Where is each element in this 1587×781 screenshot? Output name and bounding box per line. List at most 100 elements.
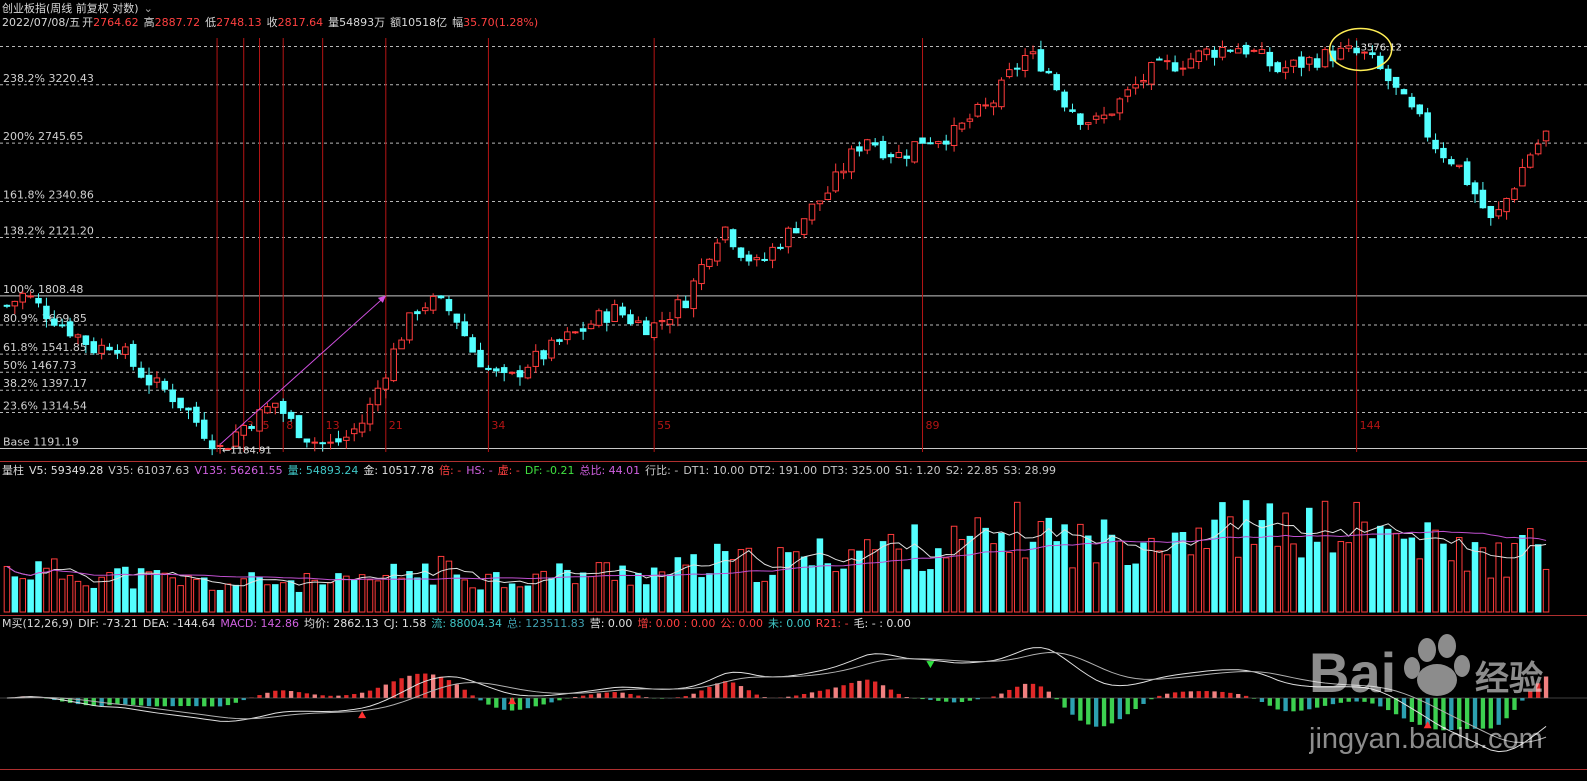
volume-bar-up (627, 584, 634, 613)
candle-up (1234, 48, 1242, 54)
volume-bar-up (1156, 550, 1163, 613)
candle-down (1013, 67, 1021, 70)
candle-up (74, 334, 82, 338)
candle-down (145, 374, 153, 386)
pane-divider-2[interactable] (0, 615, 1587, 616)
volume-bar-up (1013, 501, 1021, 613)
candle-down (82, 335, 90, 345)
candle-up (224, 448, 232, 451)
change-value: 35.70(1.28%) (463, 16, 539, 29)
candle-up (706, 258, 713, 267)
volume-bar-up (1448, 560, 1455, 613)
volume-bar-up (303, 573, 311, 613)
volume-bar-down (319, 584, 326, 613)
candle-down (414, 311, 421, 315)
candle-down (1045, 70, 1053, 74)
trend-arrow-head (377, 295, 386, 303)
volume-bar-up (848, 549, 855, 613)
volume-bar-up (1274, 545, 1281, 613)
volume-bar-down (1045, 517, 1053, 613)
volume-bar-up (1455, 537, 1463, 613)
volume-bar-up (737, 549, 745, 613)
volume-bar-up (1353, 501, 1360, 613)
buy-signal-arrow (1423, 721, 1432, 729)
candle-down (485, 367, 492, 370)
volume-bar-up (1527, 528, 1534, 613)
candle-down (619, 306, 626, 316)
volume-bar-down (666, 574, 674, 613)
candle-up (564, 331, 571, 341)
volume-bar-down (524, 585, 532, 613)
candle-down (729, 229, 737, 248)
volume-bar-up (1416, 558, 1424, 613)
volume-bar-down (232, 584, 240, 613)
volume-bar-up (1479, 547, 1487, 613)
volume-pane-title[interactable]: 量柱 (2, 464, 24, 477)
candle-down (1424, 112, 1431, 138)
volume-bar-down (35, 561, 42, 613)
fib-time-label: 3 (247, 419, 254, 432)
volume-bar-down (935, 548, 942, 613)
candle-up (1282, 67, 1289, 73)
volume-bar-up (1542, 568, 1550, 613)
volume-bar-down (335, 573, 342, 613)
candle-up (611, 304, 618, 323)
volume-bar-up (1077, 523, 1084, 613)
candle-down (106, 346, 113, 351)
candle-down (792, 228, 800, 234)
candle-up (690, 280, 697, 310)
volume-bar-up (595, 562, 603, 613)
volume-bar-down (714, 543, 721, 613)
candle-down (556, 339, 563, 342)
pane-divider-3 (0, 769, 1587, 770)
candle-up (122, 346, 129, 355)
volume-bar-down (114, 568, 121, 613)
candle-down (1329, 50, 1337, 62)
candle-up (1085, 122, 1092, 125)
pane-divider-1[interactable] (0, 461, 1587, 462)
high-highlight-ellipse (1328, 27, 1393, 72)
candle-up (982, 104, 989, 107)
candle-up (343, 436, 350, 441)
fib-time-label: 5 (263, 419, 270, 432)
volume-bar-up (51, 558, 58, 613)
index-title[interactable]: 创业板指(周线 前复权 对数) (2, 2, 139, 15)
volume-bar-up (958, 539, 966, 613)
candles (3, 38, 1550, 456)
volume-bar-up (1432, 529, 1439, 613)
candle-up (1116, 98, 1124, 114)
volume-bar-up (279, 582, 287, 613)
candle-down (1171, 62, 1179, 72)
fib-time-label: 34 (491, 419, 505, 432)
candle-down (51, 318, 58, 326)
candle-down (1384, 68, 1392, 82)
volume-bar-down (1369, 538, 1376, 613)
candle-up (1132, 84, 1139, 89)
candle-up (1455, 164, 1463, 168)
candle-down (1408, 96, 1416, 108)
dropdown-icon[interactable]: ⌄ (143, 2, 153, 15)
volume-bar-down (1329, 552, 1337, 613)
fib-time-label: 144 (1360, 419, 1381, 432)
candle-up (840, 170, 847, 174)
volume-ma5-line (6, 518, 1547, 587)
volume-bar-down (998, 532, 1005, 613)
volume-bar-up (1187, 554, 1195, 613)
fib-level-label: 200% 2745.65 (3, 130, 83, 143)
volume-bar-up (19, 578, 26, 613)
volume-bar-up (540, 570, 547, 613)
candle-up (429, 295, 437, 311)
volume-bar-down (429, 584, 437, 613)
macd-pane-title[interactable]: M买(12,26,9) (2, 617, 74, 630)
candle-down (319, 442, 326, 445)
candle-down (201, 419, 208, 439)
fib-time-label: 21 (389, 419, 403, 432)
candle-down (919, 137, 926, 144)
candle-up (1361, 51, 1368, 54)
volume-bar-down (90, 587, 98, 613)
volume-bar-down (635, 572, 642, 613)
candle-up (422, 307, 429, 312)
volume-bar-down (1313, 541, 1321, 613)
fib-level-label: 61.8% 1541.85 (3, 341, 87, 354)
